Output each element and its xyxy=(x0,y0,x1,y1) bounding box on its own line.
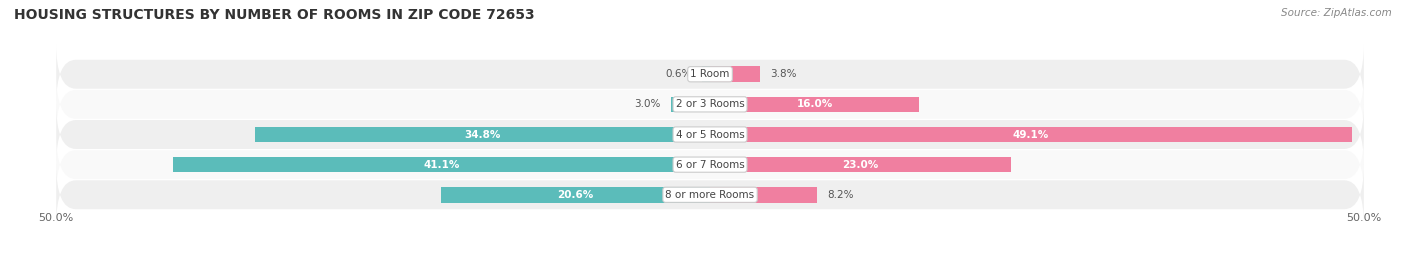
FancyBboxPatch shape xyxy=(56,104,1364,165)
Bar xyxy=(710,187,817,203)
Text: 49.1%: 49.1% xyxy=(1012,129,1049,140)
Text: 3.0%: 3.0% xyxy=(634,99,661,109)
Bar xyxy=(710,97,920,112)
Bar xyxy=(440,187,710,203)
Text: 34.8%: 34.8% xyxy=(464,129,501,140)
Text: 2 or 3 Rooms: 2 or 3 Rooms xyxy=(676,99,744,109)
Text: 41.1%: 41.1% xyxy=(423,160,460,170)
FancyBboxPatch shape xyxy=(56,134,1364,195)
Legend: Owner-occupied, Renter-occupied: Owner-occupied, Renter-occupied xyxy=(595,268,825,269)
Bar xyxy=(671,97,710,112)
Text: 16.0%: 16.0% xyxy=(797,99,832,109)
Text: 23.0%: 23.0% xyxy=(842,160,879,170)
Bar xyxy=(173,157,710,172)
FancyBboxPatch shape xyxy=(56,164,1364,225)
Bar xyxy=(710,157,1011,172)
Bar xyxy=(254,127,710,142)
Bar xyxy=(702,66,710,82)
Text: 3.8%: 3.8% xyxy=(770,69,797,79)
Bar xyxy=(710,66,759,82)
FancyBboxPatch shape xyxy=(56,44,1364,105)
Text: HOUSING STRUCTURES BY NUMBER OF ROOMS IN ZIP CODE 72653: HOUSING STRUCTURES BY NUMBER OF ROOMS IN… xyxy=(14,8,534,22)
FancyBboxPatch shape xyxy=(56,74,1364,135)
Text: 8 or more Rooms: 8 or more Rooms xyxy=(665,190,755,200)
Text: 0.6%: 0.6% xyxy=(665,69,692,79)
Text: 8.2%: 8.2% xyxy=(828,190,855,200)
Text: Source: ZipAtlas.com: Source: ZipAtlas.com xyxy=(1281,8,1392,18)
Bar xyxy=(710,127,1353,142)
Text: 20.6%: 20.6% xyxy=(557,190,593,200)
Text: 6 or 7 Rooms: 6 or 7 Rooms xyxy=(676,160,744,170)
Text: 1 Room: 1 Room xyxy=(690,69,730,79)
Text: 4 or 5 Rooms: 4 or 5 Rooms xyxy=(676,129,744,140)
